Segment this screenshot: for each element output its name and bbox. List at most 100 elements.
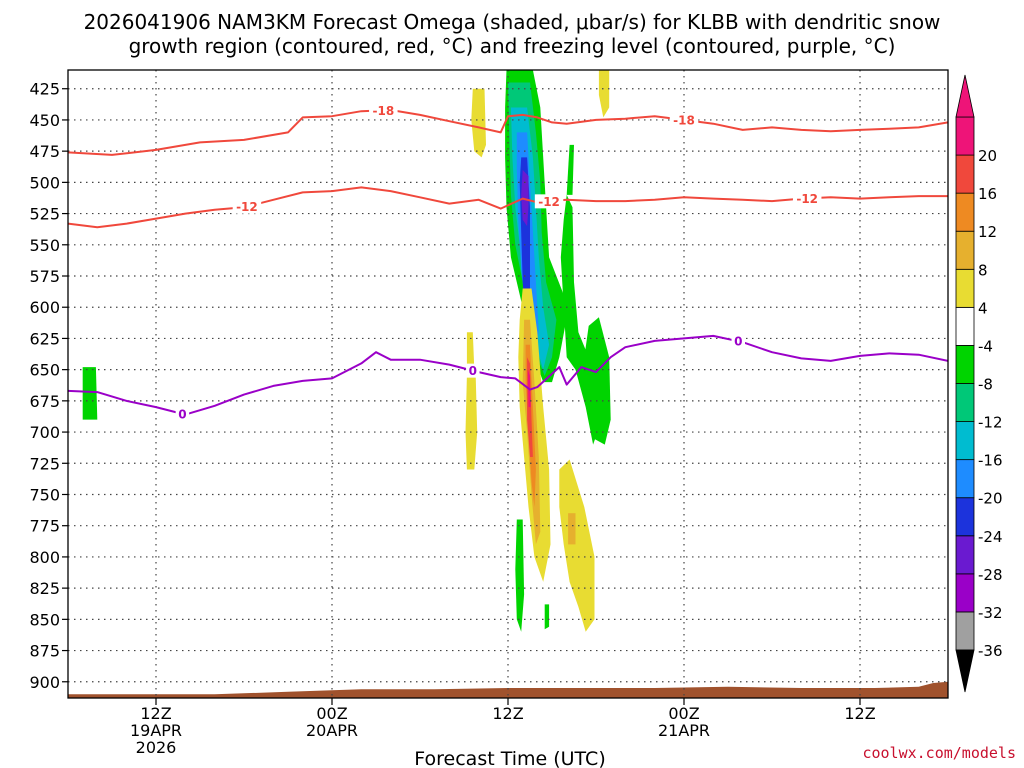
- x-tick-label: 00Z: [668, 704, 699, 723]
- colorbar-swatch: [955, 421, 975, 461]
- colorbar-label: 16: [978, 185, 997, 203]
- y-tick-label: 525: [29, 205, 60, 224]
- omega-region-subsidence: [559, 459, 595, 632]
- x-tick-label: 12Z: [492, 704, 523, 723]
- y-tick-label: 650: [29, 361, 60, 380]
- x-tick-label: 19APR: [130, 721, 182, 740]
- omega-region-subsidence: [465, 375, 478, 470]
- y-tick-label: 475: [29, 142, 60, 161]
- y-tick-label: 450: [29, 111, 60, 130]
- colorbar-swatch: [955, 116, 975, 156]
- x-tick-label: 21APR: [658, 721, 710, 740]
- omega-region-ascent-west: [82, 367, 98, 420]
- contour-label: -18: [673, 113, 695, 127]
- colorbar-label: -24: [978, 528, 1003, 546]
- colorbar-label: 4: [978, 299, 988, 317]
- y-tick-label: 550: [29, 236, 60, 255]
- terrain-layer: [68, 681, 948, 698]
- contour-line--18: [68, 109, 948, 156]
- colorbar-swatch: [955, 383, 975, 422]
- omega-region-subsidence: [598, 70, 610, 118]
- x-tick-label: 00Z: [316, 704, 347, 723]
- colorbar-under-arrow: [955, 649, 975, 693]
- contour-label-bg: [175, 406, 190, 421]
- colorbar-label: -8: [978, 376, 993, 394]
- colorbar-label: 8: [978, 261, 988, 279]
- contour-line-0: [68, 334, 948, 416]
- y-tick-label: 750: [29, 485, 60, 504]
- omega-region-ascent-low: [544, 604, 550, 630]
- terrain-ground: [68, 681, 948, 698]
- contour-label-bg: [534, 194, 564, 209]
- contour-label: 0: [469, 364, 477, 378]
- omega-region-ascent-east: [584, 317, 611, 445]
- colorbar-swatch: [955, 268, 975, 308]
- x-axis-label: Forecast Time (UTC): [414, 748, 605, 768]
- omega-region-ascent-east: [566, 144, 574, 195]
- y-tick-label: 875: [29, 642, 60, 661]
- contour-label-bg: [669, 112, 699, 127]
- colorbar-swatch: [955, 345, 975, 384]
- y-tick-label: 675: [29, 392, 60, 411]
- chart-title-line-2: growth region (contoured, red, °C) and f…: [129, 34, 896, 58]
- chart-title-line-1: 2026041906 NAM3KM Forecast Omega (shaded…: [84, 10, 941, 34]
- colorbar-label: -16: [978, 452, 1003, 470]
- x-tick-label: 20APR: [306, 721, 358, 740]
- colorbar: -36 -32 -28 -24 -20 -16 -12 -8 -4 4 8 12 16 20: [955, 74, 1003, 693]
- y-axis: 425 450 475 500 525 550 575 600 625 650 675 700 725 7…: [29, 80, 68, 692]
- colorbar-swatch: [955, 154, 975, 194]
- y-tick-label: 425: [29, 80, 60, 99]
- y-tick-label: 900: [29, 673, 60, 692]
- colorbar-label: -36: [978, 642, 1003, 660]
- colorbar-swatch: [955, 573, 975, 613]
- contour-label: -12: [796, 192, 818, 206]
- colorbar-swatch: [955, 611, 975, 651]
- plot-area: -18 -18 -12 -12 -12 0 0 0: [68, 70, 948, 698]
- colorbar-swatch: [955, 306, 975, 346]
- contour-label-bg: [369, 103, 398, 118]
- colorbar-label: -20: [978, 490, 1003, 508]
- y-tick-label: 625: [29, 329, 60, 348]
- y-tick-label: 575: [29, 267, 60, 286]
- contour-layer: -18 -18 -12 -12 -12 0 0 0: [68, 103, 948, 421]
- colorbar-swatch: [955, 497, 975, 537]
- contour-label: -18: [372, 104, 394, 118]
- colorbar-label: -4: [978, 337, 993, 355]
- colorbar-label: 20: [978, 147, 997, 165]
- omega-region-ascent-core: [521, 169, 529, 227]
- colorbar-swatch: [955, 192, 975, 232]
- colorbar-swatch: [955, 230, 975, 270]
- y-tick-label: 500: [29, 173, 60, 192]
- credit-text: coolwx.com/models: [862, 744, 1016, 762]
- omega-region-subsidence: [471, 88, 486, 158]
- grid-layer: [68, 70, 948, 698]
- y-tick-label: 825: [29, 579, 60, 598]
- omega-region-subsidence: [466, 332, 475, 373]
- x-tick-label: 12Z: [140, 704, 171, 723]
- colorbar-label: -28: [978, 566, 1003, 584]
- omega-layer: [82, 70, 611, 632]
- contour-label-bg: [731, 334, 746, 349]
- colorbar-label: -12: [978, 414, 1003, 432]
- colorbar-swatch: [955, 459, 975, 499]
- contour-label-bg: [792, 191, 822, 206]
- x-tick-label: 2026: [136, 738, 177, 757]
- y-tick-label: 800: [29, 548, 60, 567]
- y-tick-label: 850: [29, 610, 60, 629]
- omega-region-ascent-low: [515, 519, 525, 632]
- contour-label-bg: [232, 199, 262, 214]
- colorbar-label: -32: [978, 604, 1003, 622]
- contour-label-bg: [466, 363, 480, 378]
- y-tick-label: 700: [29, 423, 60, 442]
- contour-label: 0: [734, 335, 742, 349]
- omega-region-subsidence: [568, 513, 576, 545]
- y-tick-label: 725: [29, 454, 60, 473]
- colorbar-label: 12: [978, 223, 997, 241]
- y-tick-label: 600: [29, 298, 60, 317]
- contour-label: 0: [178, 407, 186, 421]
- x-tick-label: 12Z: [844, 704, 875, 723]
- colorbar-swatch: [955, 535, 975, 575]
- contour-label: -12: [236, 200, 258, 214]
